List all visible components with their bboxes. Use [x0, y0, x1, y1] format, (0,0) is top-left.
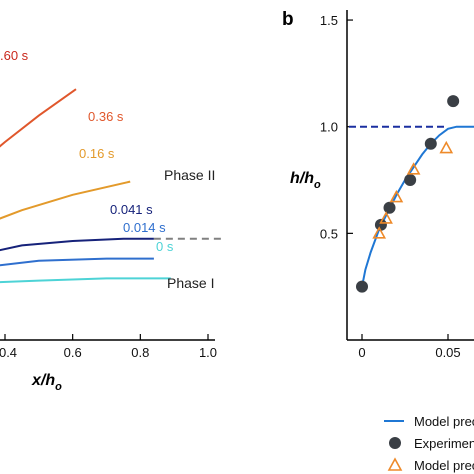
right-y-tick-label-2: 1.5 — [320, 13, 338, 28]
legend-model-marker-swatch — [387, 457, 403, 471]
model-marker-point-0 — [372, 226, 387, 239]
left-x-tick-label-1: 0.6 — [64, 345, 82, 360]
time-label-0.041s: 0.041 s — [110, 202, 153, 217]
legend-model-marker-label: Model prec — [414, 458, 474, 473]
left-x-ticks: 0.4 0.6 0.8 1.0 — [0, 334, 217, 360]
right-y-axis-label-sub: o — [314, 179, 321, 191]
right-ticks: 0.5 1.0 1.5 0 0.05 — [320, 13, 461, 360]
left-x-axis-label-main: x/h — [31, 372, 55, 389]
left-x-tick-label-0: 0.4 — [0, 345, 17, 360]
model-marker-point-3 — [406, 162, 421, 175]
legend-model-line-label: Model prec — [414, 414, 474, 429]
left-x-tick-label-3: 1.0 — [199, 345, 217, 360]
right-y-tick-label-1: 1.0 — [320, 120, 338, 135]
experiment-point-5 — [447, 95, 460, 108]
left-series — [0, 88, 222, 284]
series-line-0.014s — [0, 257, 154, 267]
legend: Model prec Experimen Model prec — [384, 414, 474, 473]
right-series — [349, 95, 474, 293]
experiment-point-0 — [356, 280, 368, 293]
phase-i-label: Phase I — [167, 275, 214, 291]
legend-experiment-swatch — [389, 437, 401, 449]
experiment-point-4 — [424, 137, 437, 150]
time-label-0.16s: 0.16 s — [79, 146, 115, 161]
series-line-0.041s — [0, 237, 154, 252]
model-prediction-line — [361, 125, 474, 287]
right-y-axis-label-main: h/h — [290, 170, 314, 187]
left-x-tick-label-2: 0.8 — [131, 345, 149, 360]
time-label-0.36s: 0.36 s — [88, 109, 124, 124]
right-panel: b 0.5 1.0 1.5 0 0.05 h/ho Model prec Experim… — [282, 9, 474, 473]
left-x-axis-label: x/ho — [31, 372, 62, 393]
phase-ii-label: Phase II — [164, 167, 215, 183]
model-marker-point-1 — [379, 211, 393, 224]
series-line-0.16s — [0, 180, 131, 220]
left-x-axis-label-sub: o — [55, 381, 62, 393]
experiment-point-3 — [404, 174, 417, 187]
time-label-0.014s: 0.014 s — [123, 220, 166, 235]
time-label-0.60s: .60 s — [0, 48, 29, 63]
left-panel: 0.4 0.6 0.8 1.0 .60 s 0.36 s 0.16 s 0.041 s… — [0, 48, 222, 393]
series-line-0s — [0, 277, 171, 284]
model-marker-point-2 — [389, 189, 404, 203]
right-y-axis-label: h/ho — [290, 170, 321, 191]
model-marker-point-4 — [439, 140, 454, 154]
time-label-0s: 0 s — [156, 239, 174, 254]
series-line-0.36s — [0, 88, 77, 148]
experiment-point-2 — [383, 201, 396, 214]
panel-label-b: b — [282, 9, 294, 30]
legend-experiment-label: Experimen — [414, 436, 474, 451]
right-x-tick-label-1: 0.05 — [435, 345, 460, 360]
right-x-tick-label-0: 0 — [358, 345, 365, 360]
experiment-point-1 — [374, 218, 387, 231]
right-y-tick-label-0: 0.5 — [320, 226, 338, 241]
